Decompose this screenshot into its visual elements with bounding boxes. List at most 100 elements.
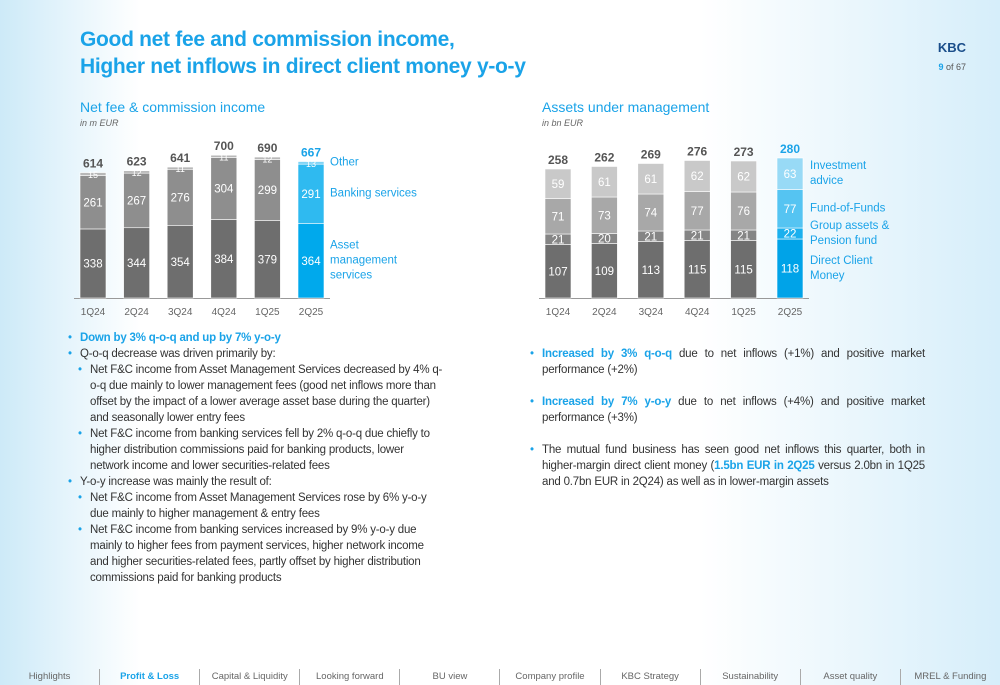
- bullet-list: Down by 3% q-o-q and up by 7% y-o-y Q-o-q…: [68, 330, 444, 586]
- total-label: 700: [214, 139, 234, 153]
- total-label: 623: [127, 155, 147, 169]
- segment-label: 11: [219, 152, 228, 162]
- bullet-part: due to net inflows (+4%) and positive ma…: [542, 396, 925, 424]
- bar-segment: [123, 172, 150, 229]
- legend-entry: Direct Client Money: [810, 254, 873, 282]
- bullet: Down by 3% q-o-q and up by 7% y-o-y: [68, 330, 444, 346]
- x-tick-label: 4Q24: [685, 307, 710, 318]
- bullet-part: Net F&C income from Asset Management Ser…: [90, 364, 443, 424]
- logo: KBC: [937, 40, 966, 55]
- bullet: Increased by 3% q-o-q due to net inflows…: [530, 346, 925, 378]
- bar-segment: [544, 168, 572, 199]
- segment-label: 22: [784, 229, 797, 241]
- segment-label: 77: [691, 206, 704, 218]
- bullet-part: versus 2.0bn in 1Q25 and 0.7bn EUR in 2Q…: [542, 460, 925, 488]
- bar-segment: [166, 169, 194, 226]
- segment-label: 12: [132, 168, 142, 178]
- segment-label: 12: [262, 154, 272, 164]
- segment-label: 304: [214, 184, 234, 196]
- nav-item[interactable]: Asset quality: [801, 669, 901, 685]
- bar-segment: [776, 157, 804, 190]
- total-label: 273: [734, 145, 754, 159]
- segment-label: 107: [548, 266, 567, 278]
- x-tick-label: 4Q24: [212, 307, 237, 318]
- segment-label: 115: [734, 264, 752, 276]
- bar-segment: [591, 196, 618, 234]
- x-tick-label: 1Q25: [731, 307, 756, 318]
- bullet-part: Increased by 3% q-o-q: [542, 348, 672, 360]
- bar-segment: [166, 166, 194, 170]
- page: 9: [938, 62, 944, 72]
- segment-label: 267: [127, 195, 146, 207]
- bar-segment: [297, 163, 325, 224]
- segment-label: 61: [644, 174, 657, 186]
- bullet-text: Increased by 3% q-o-q due to net inflows…: [530, 346, 925, 378]
- title-line: Good net fee and commission income,: [80, 28, 455, 51]
- bar-segment: [254, 159, 281, 221]
- chart-subtitle: in bn EUR: [542, 118, 584, 128]
- segment-label: 21: [737, 230, 750, 242]
- x-tick-label: 1Q24: [81, 307, 106, 318]
- nav-item[interactable]: Company profile: [500, 669, 601, 685]
- right-bullets: Increased by 3% q-o-q due to net inflows…: [530, 346, 925, 506]
- segment-label: 20: [598, 234, 611, 246]
- bullet-text: Y-o-y increase was mainly the result of:: [68, 474, 444, 490]
- x-tick-label: 2Q25: [299, 307, 324, 318]
- legend-entry: Other: [330, 156, 359, 169]
- segment-label: 379: [258, 254, 277, 266]
- bar-segment: [730, 240, 757, 299]
- bullet: Net F&C income from Asset Management Ser…: [78, 362, 444, 426]
- chart-title: Assets under management: [542, 99, 710, 115]
- bullet-part: Increased by 7% y-o-y: [542, 396, 672, 408]
- segment-label: 13: [306, 159, 316, 169]
- bullet-part: Q-o-q decrease was driven primarily by:: [80, 348, 276, 360]
- nav-item[interactable]: Looking forward: [300, 669, 401, 685]
- bar-segment: [210, 219, 238, 299]
- bar-segment: [730, 191, 757, 231]
- legend-entry: Fund-of-Funds: [810, 202, 886, 215]
- legend-entry: Investment advice: [810, 159, 867, 187]
- segment-label: 63: [784, 169, 797, 181]
- nav-item[interactable]: Profit & Loss: [100, 669, 201, 685]
- bar-segment: [166, 225, 194, 299]
- title-line: Higher net inflows in direct client mone…: [80, 55, 526, 78]
- bullet: Net F&C income from banking services inc…: [78, 522, 444, 586]
- bar-segment: [79, 228, 107, 299]
- bar-segment: [776, 189, 804, 229]
- x-tick-label: 3Q24: [639, 307, 664, 318]
- legend-entry: Group assets & Pension fund: [810, 219, 890, 247]
- bullet-text: Down by 3% q-o-q and up by 7% y-o-y: [68, 330, 444, 346]
- bullet-text: Increased by 7% y-o-y due to net inflows…: [530, 394, 925, 426]
- chart-title: Net fee & commission income: [80, 99, 266, 115]
- bullet-part: 1.5bn EUR in 2Q25: [714, 460, 815, 472]
- bullet-text: Net F&C income from Asset Management Ser…: [78, 362, 444, 426]
- segment-label: 61: [598, 177, 611, 189]
- nav-item[interactable]: MREL & Funding: [914, 671, 987, 682]
- nav-item[interactable]: Sustainability: [701, 669, 801, 685]
- nav-bar: Highlights Profit & Loss Capital & Liquidi…: [0, 669, 1000, 685]
- bar-segment: [637, 241, 665, 299]
- segment-label: 261: [83, 197, 102, 209]
- total-label: 262: [594, 151, 614, 165]
- bar-segment: [297, 223, 325, 299]
- segment-label: 338: [83, 258, 102, 270]
- total-label: 614: [83, 157, 103, 171]
- segment-label: 71: [552, 211, 565, 223]
- nav-item[interactable]: Highlights: [0, 669, 101, 685]
- segment-label: 115: [688, 264, 706, 276]
- bullet-part: Net F&C income from banking services fel…: [90, 428, 430, 472]
- bullet: Q-o-q decrease was driven primarily by:: [68, 346, 444, 362]
- nav-item[interactable]: KBC Strategy: [601, 669, 701, 685]
- nav-item[interactable]: Capital & Liquidity: [200, 669, 301, 685]
- total-label: 667: [301, 146, 321, 160]
- bullet-part: due to net inflows (+1%) and positive ma…: [542, 348, 925, 376]
- nav-item[interactable]: BU view: [400, 669, 501, 685]
- segment-label: 62: [691, 171, 704, 183]
- segment-label: 299: [258, 185, 277, 197]
- x-tick-label: 3Q24: [168, 307, 193, 318]
- bullet: Y-o-y increase was mainly the result of:: [68, 474, 444, 490]
- legend-entry: Asset management services: [330, 239, 398, 282]
- segment-label: 118: [781, 264, 799, 276]
